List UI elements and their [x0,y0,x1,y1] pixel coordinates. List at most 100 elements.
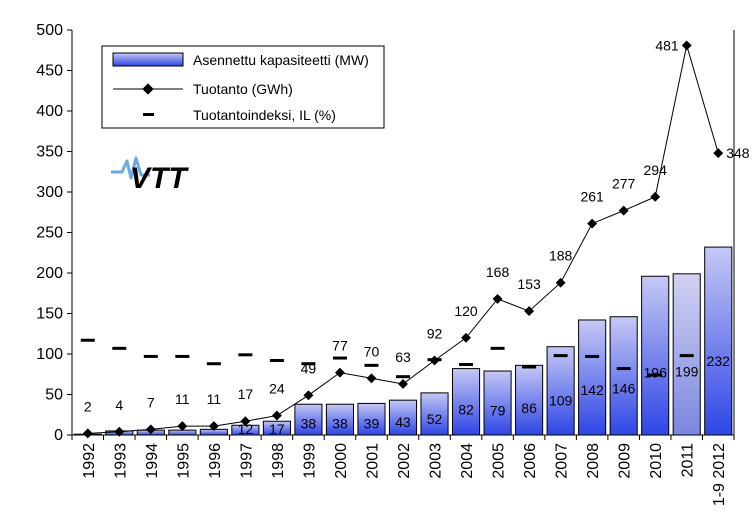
production-marker [177,421,188,432]
production-value-label: 481 [655,37,679,53]
capacity-value-label: 17 [269,421,285,437]
production-marker [366,373,377,384]
x-tick-label: 2000 [333,443,350,479]
x-tick-label: 2009 [617,443,634,479]
index-marker [332,356,347,360]
index-marker [206,362,221,366]
production-value-label: 4 [115,397,123,413]
production-value-label: 49 [301,360,317,376]
capacity-value-label: 82 [458,401,474,417]
production-value-label: 11 [175,391,190,407]
y-tick-label: 150 [36,306,63,323]
x-tick-label: 2004 [459,443,476,479]
x-tick-label: 1992 [81,443,98,479]
production-value-label: 120 [454,303,478,319]
production-value-label: 188 [549,248,573,264]
legend-swatch-capacity [112,52,184,67]
x-axis-ticks: 1992 1993 1994 1995 1996 1997 1998 1999 2000 2001… [71,435,735,506]
capacity-value-label: 12 [238,421,254,437]
capacity-bar [515,364,544,436]
capacity-bar [357,402,386,436]
production-marker [145,424,156,435]
index-marker [269,358,284,362]
production-marker [555,277,566,288]
capacity-value-label: 109 [549,393,573,409]
vtt-logo: VTT [111,156,189,195]
production-value-label: 168 [486,264,510,280]
x-tick-label: 1999 [301,443,318,479]
x-tick-label: 2001 [364,443,381,479]
capacity-bar [578,319,607,436]
capacity-value-label: 86 [521,400,537,416]
capacity-value-label: 232 [707,353,731,369]
production-value-label: 348 [726,145,750,161]
x-tick-label: 2002 [396,443,413,479]
production-value-label: 24 [269,381,285,397]
index-marker [175,354,190,358]
production-marker [587,218,598,229]
index-marker [112,346,127,350]
capacity-value-label: 142 [580,382,604,398]
y-tick-label: 350 [36,144,63,161]
production-markers [82,40,724,439]
y-tick-label: 200 [36,265,63,282]
x-tick-label: 1997 [238,443,255,479]
y-tick-label: 0 [54,427,63,444]
capacity-value-label: 38 [301,416,317,432]
production-value-label: 63 [395,349,411,365]
production-marker [650,191,661,202]
capacity-bar [294,403,323,436]
production-value-label: 277 [612,176,636,192]
production-marker [618,205,629,216]
capacity-bar [483,370,512,436]
index-marker [238,353,253,357]
capacity-bar-labels: 12 17 38 38 39 43 52 82 79 86 109 142 146 196 199 232 [238,353,731,437]
capacity-value-label: 43 [395,414,411,430]
index-marker [553,354,568,358]
y-tick-label: 300 [36,184,63,201]
production-value-label: 77 [332,338,348,354]
production-marker [303,390,314,401]
production-value-label: 7 [147,394,155,410]
production-value-label: 11 [207,391,222,407]
production-marker [429,355,440,366]
legend-label-capacity: Asennettu kapasiteetti (MW) [193,52,369,68]
index-marker [616,367,631,371]
capacity-value-label: 52 [427,411,443,427]
x-tick-label: 1998 [270,443,287,479]
index-markers [80,338,694,379]
production-value-label: 70 [364,343,380,359]
x-tick-label: 1993 [112,443,129,479]
x-tick-label: 2006 [522,443,539,479]
index-marker [490,346,505,350]
production-marker [271,410,282,421]
index-marker [459,363,474,367]
production-marker [335,367,345,378]
legend-label-index: Tuotantoindeksi, IL (%) [193,107,336,123]
capacity-value-label: 38 [332,416,348,432]
x-tick-label: 2007 [554,443,571,479]
capacity-value-label: 199 [675,364,699,380]
legend-swatch-index-marker [143,113,154,116]
production-value-label: 92 [427,325,443,341]
capacity-bar [546,346,575,436]
production-marker [524,306,535,317]
production-marker [713,148,724,159]
legend: Asennettu kapasiteetti (MW) Tuotanto (GW… [101,45,385,129]
x-tick-label: 1995 [175,443,192,479]
index-marker [364,363,379,367]
capacity-value-label: 39 [364,415,380,431]
capacity-bar [420,392,449,436]
capacity-value-label: 79 [490,402,506,418]
production-marker [398,379,408,389]
x-tick-label: 2010 [648,443,665,479]
y-tick-label: 500 [36,22,63,39]
index-marker [522,365,537,369]
x-tick-label: 1994 [144,443,161,479]
legend-label-production: Tuotanto (GWh) [193,81,293,97]
index-marker [143,354,158,358]
capacity-value-label: 146 [612,381,636,397]
capacity-bar [704,246,733,436]
index-marker [585,354,600,358]
